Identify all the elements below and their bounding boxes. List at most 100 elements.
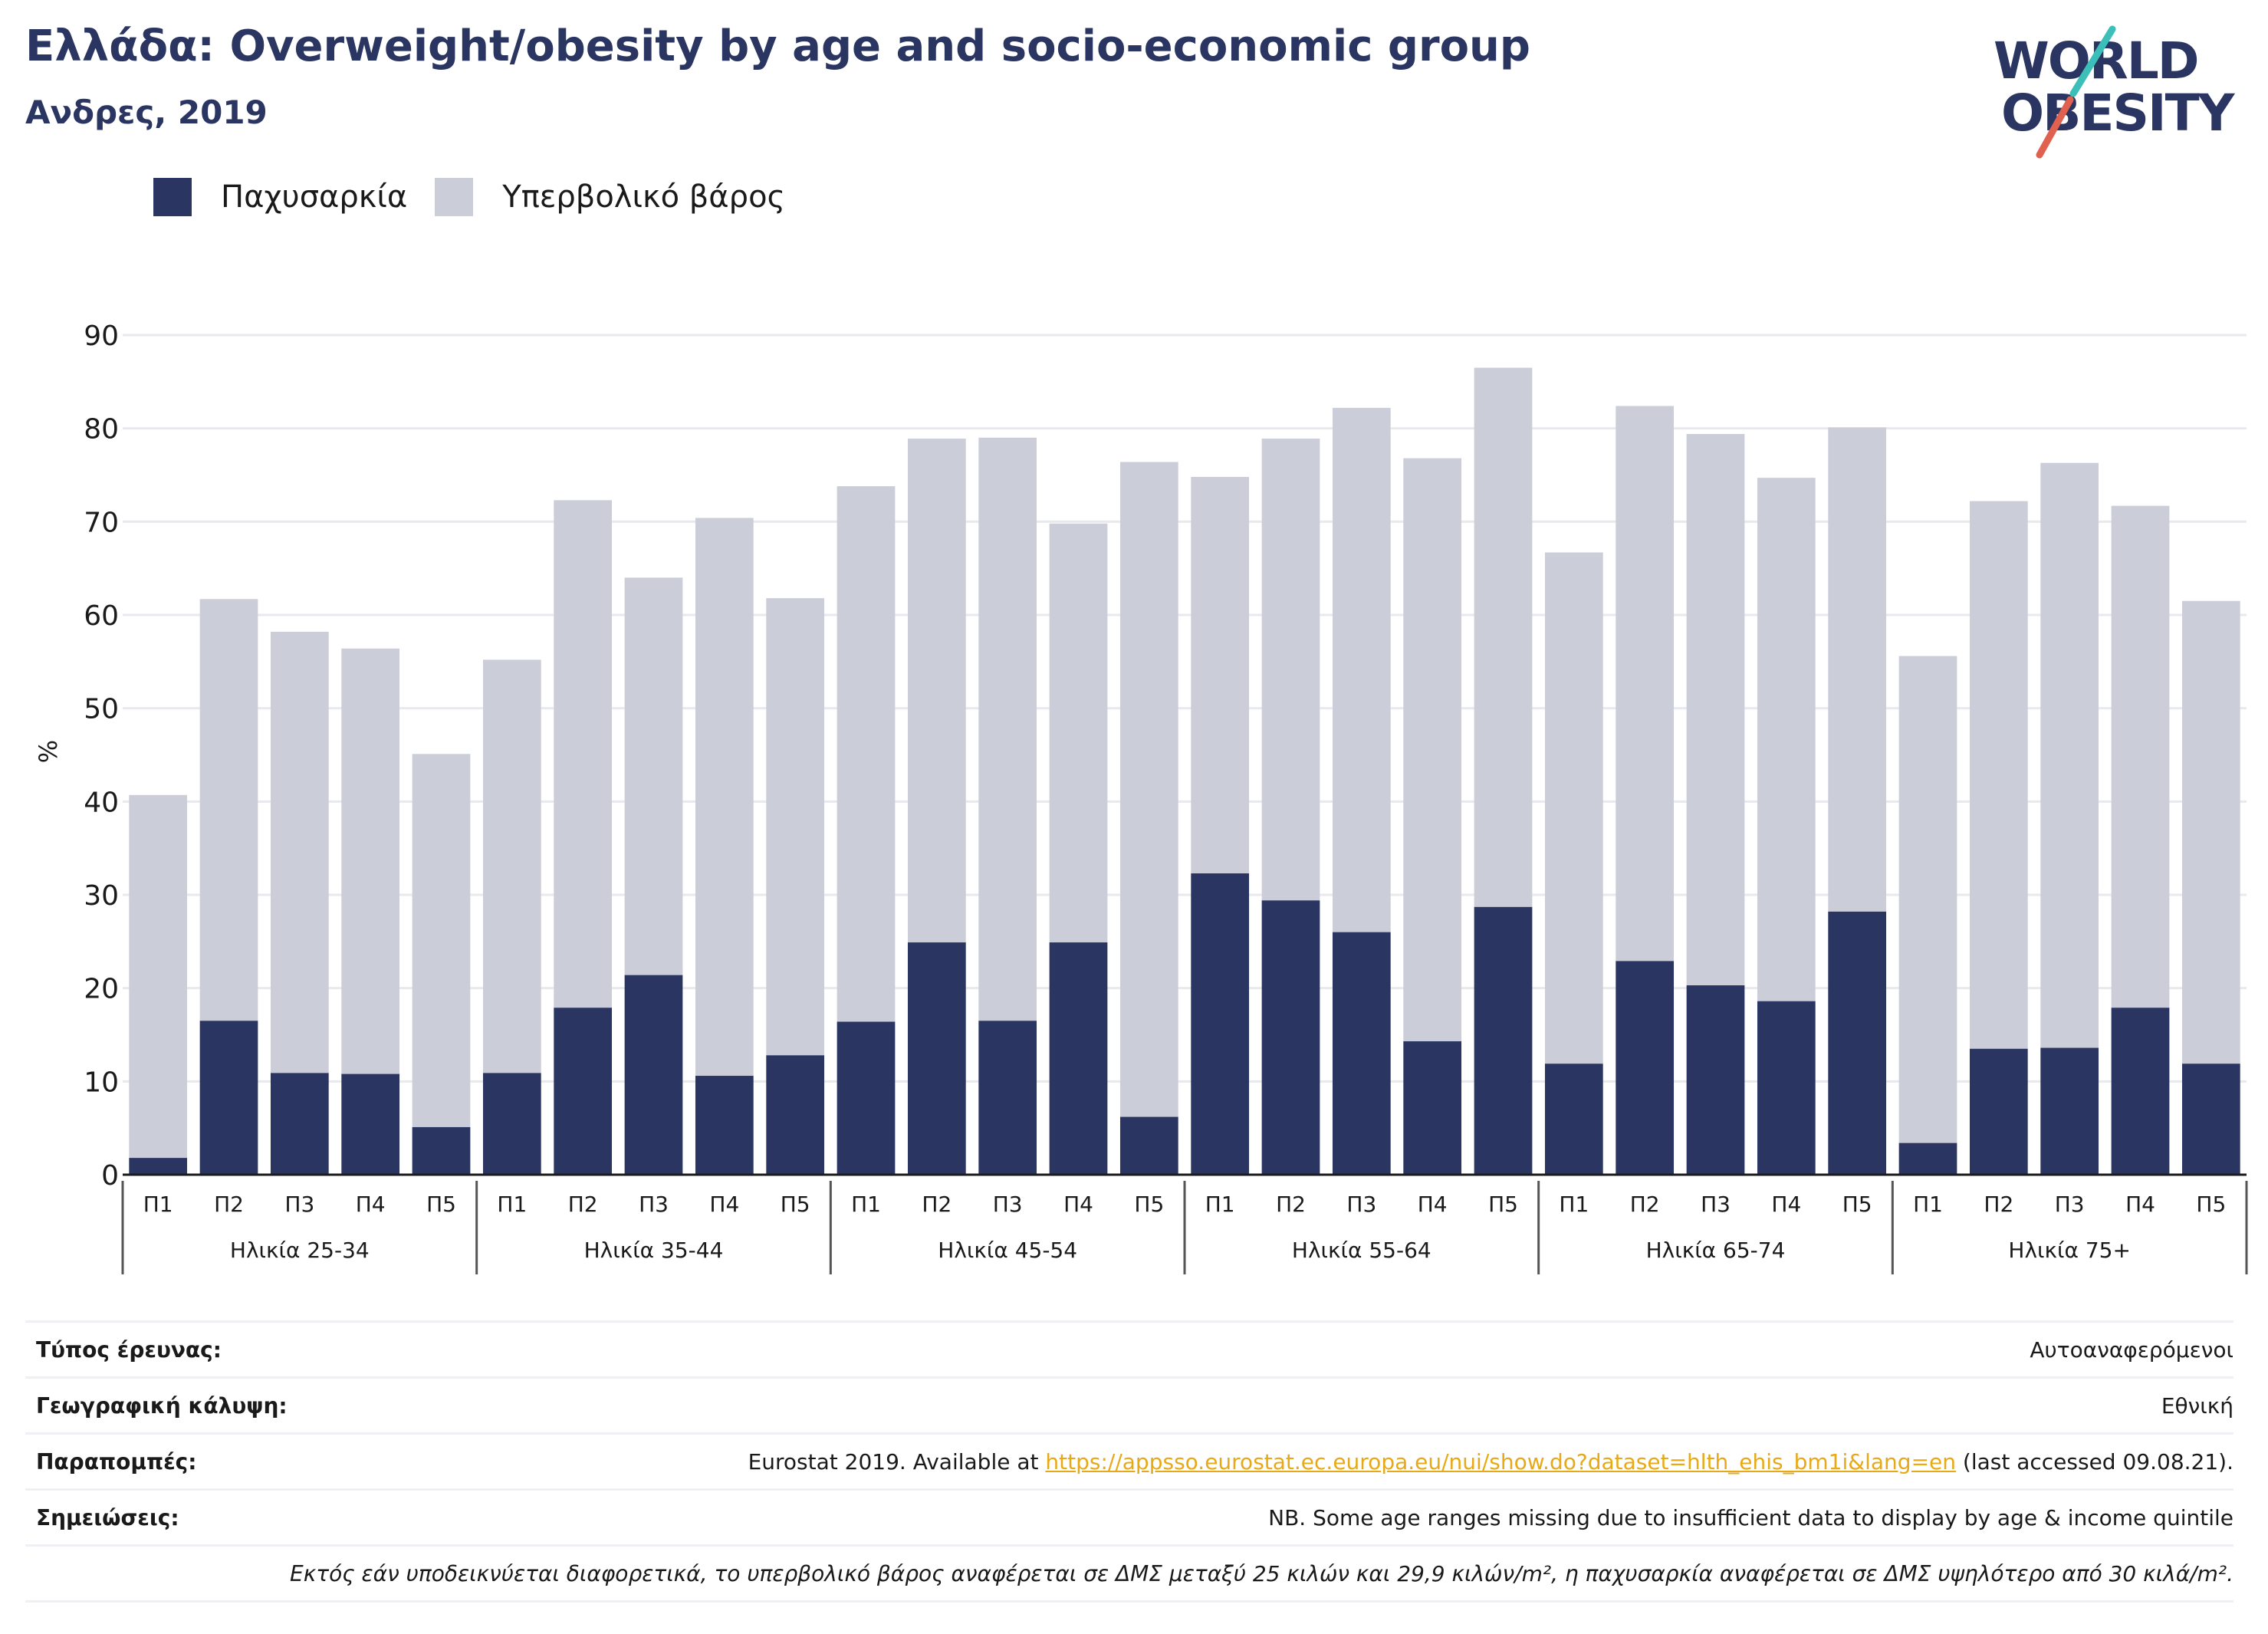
notes-label: Σημειώσεις: xyxy=(36,1504,179,1530)
x-tick-label: Π5 xyxy=(1488,1192,1518,1217)
bar-obesity xyxy=(1898,1142,1957,1175)
x-tick-label: Π4 xyxy=(356,1192,386,1217)
bar-overweight xyxy=(199,599,258,1021)
group-label: Ηλικία 65-74 xyxy=(1646,1238,1786,1263)
bar-overweight xyxy=(554,500,613,1008)
bar-overweight xyxy=(1544,552,1603,1064)
coverage-label: Γεωγραφική κάλυψη: xyxy=(36,1392,288,1419)
x-tick-label: Π5 xyxy=(426,1192,456,1217)
x-tick-label: Π4 xyxy=(2125,1192,2155,1217)
bar-obesity xyxy=(1049,942,1108,1175)
notes-value: NB. Some age ranges missing due to insuf… xyxy=(1268,1504,2233,1530)
references-prefix: Eurostat 2019. Available at xyxy=(748,1448,1046,1475)
metadata-table: Τύπος έρευνας: Αυτοαναφερόμενοι Γεωγραφι… xyxy=(25,1320,2233,1603)
bar-overweight xyxy=(1049,523,1108,943)
coverage-value: Εθνική xyxy=(2161,1392,2233,1419)
bars xyxy=(129,367,2240,1175)
legend-swatch-obesity xyxy=(153,178,192,216)
world-obesity-logo: WORLD OBESITY xyxy=(1994,25,2237,159)
x-tick-label: Π2 xyxy=(1276,1192,1306,1217)
meta-row-notes: Σημειώσεις: NB. Some age ranges missing … xyxy=(25,1488,2233,1544)
bar-obesity xyxy=(199,1021,258,1175)
bar-overweight xyxy=(1898,656,1957,1143)
x-tick-label: Π3 xyxy=(1346,1192,1376,1217)
bar-overweight xyxy=(1757,478,1816,1001)
legend-label-obesity: Παχυσαρκία xyxy=(221,179,408,215)
x-tick-label: Π3 xyxy=(639,1192,669,1217)
y-tick-label: 60 xyxy=(84,600,119,632)
bar-overweight xyxy=(2111,505,2170,1008)
bar-overweight xyxy=(1828,427,1887,912)
bar-obesity xyxy=(1332,932,1391,1175)
bar-overweight xyxy=(695,518,754,1077)
x-tick-label: Π5 xyxy=(1842,1192,1872,1217)
group-label: Ηλικία 35-44 xyxy=(584,1238,724,1263)
bar-overweight xyxy=(1686,433,1745,986)
bar-obesity xyxy=(1261,900,1320,1175)
x-tick-label: Π2 xyxy=(214,1192,244,1217)
bar-obesity xyxy=(2181,1064,2240,1175)
chart-subtitle: Ανδρες, 2019 xyxy=(25,94,268,131)
bar-obesity xyxy=(1828,911,1887,1175)
bar-overweight xyxy=(1191,476,1250,874)
x-tick-label: Π4 xyxy=(709,1192,739,1217)
x-tick-label: Π3 xyxy=(284,1192,314,1217)
x-tick-label: Π3 xyxy=(993,1192,1023,1217)
survey-type-value: Αυτοαναφερόμενοι xyxy=(2030,1336,2233,1363)
meta-row-coverage: Γεωγραφική κάλυψη: Εθνική xyxy=(25,1376,2233,1432)
x-tick-label: Π1 xyxy=(143,1192,173,1217)
group-label: Ηλικία 25-34 xyxy=(230,1238,370,1263)
bar-overweight xyxy=(766,598,825,1056)
eurostat-link[interactable]: https://appsso.eurostat.ec.europa.eu/nui… xyxy=(1045,1448,1956,1475)
x-tick-label: Π2 xyxy=(568,1192,598,1217)
x-tick-label: Π3 xyxy=(1701,1192,1731,1217)
y-axis-label: % xyxy=(34,740,63,763)
bar-overweight xyxy=(907,439,966,943)
bar-overweight xyxy=(1969,501,2028,1049)
bar-overweight xyxy=(482,659,541,1073)
bar-obesity xyxy=(907,942,966,1175)
bar-obesity xyxy=(766,1055,825,1175)
bar-overweight xyxy=(1403,458,1462,1042)
legend-item-overweight: Υπερβολικό βάρος xyxy=(435,178,785,216)
meta-row-references: Παραπομπές: Eurostat 2019. Available at … xyxy=(25,1432,2233,1488)
x-tick-label: Π1 xyxy=(851,1192,881,1217)
x-tick-label: Π5 xyxy=(781,1192,810,1217)
logo-line2: OBESITY xyxy=(2001,84,2236,143)
bar-overweight xyxy=(2181,600,2240,1064)
bar-obesity xyxy=(1191,873,1250,1175)
bar-overweight xyxy=(341,648,400,1074)
y-tick-label: 50 xyxy=(84,694,119,725)
y-tick-label: 80 xyxy=(84,414,119,445)
chart-legend: Παχυσαρκία Υπερβολικό βάρος xyxy=(153,178,813,216)
bar-overweight xyxy=(1332,407,1391,932)
y-tick-label: 0 xyxy=(101,1160,119,1192)
y-tick-label: 30 xyxy=(84,880,119,912)
legend-item-obesity: Παχυσαρκία xyxy=(153,178,407,216)
x-tick-label: Π1 xyxy=(497,1192,527,1217)
bar-obesity xyxy=(270,1073,329,1175)
group-label: Ηλικία 55-64 xyxy=(1292,1238,1431,1263)
x-tick-label: Π2 xyxy=(922,1192,952,1217)
bar-obesity xyxy=(837,1021,896,1175)
references-label: Παραπομπές: xyxy=(36,1448,197,1475)
x-tick-label: Π3 xyxy=(2055,1192,2085,1217)
x-tick-label: Π1 xyxy=(1913,1192,1943,1217)
bar-obesity xyxy=(129,1158,188,1175)
y-axis: 0 10 20 30 40 50 60 70 80 90% xyxy=(34,321,119,1192)
references-value: Eurostat 2019. Available at https://apps… xyxy=(748,1449,2233,1475)
bar-overweight xyxy=(1616,406,1675,962)
x-tick-label: Π4 xyxy=(1063,1192,1093,1217)
x-tick-label: Π5 xyxy=(2196,1192,2226,1217)
bar-overweight xyxy=(1261,439,1320,901)
bar-obesity xyxy=(2111,1008,2170,1175)
bar-obesity xyxy=(1474,906,1533,1175)
bar-obesity xyxy=(624,975,683,1175)
bar-overweight xyxy=(837,486,896,1022)
group-label: Ηλικία 75+ xyxy=(2008,1238,2131,1263)
grid-lines xyxy=(123,334,2247,1083)
bar-overweight xyxy=(129,794,188,1159)
x-tick-label: Π4 xyxy=(1418,1192,1448,1217)
bar-overweight xyxy=(624,577,683,975)
